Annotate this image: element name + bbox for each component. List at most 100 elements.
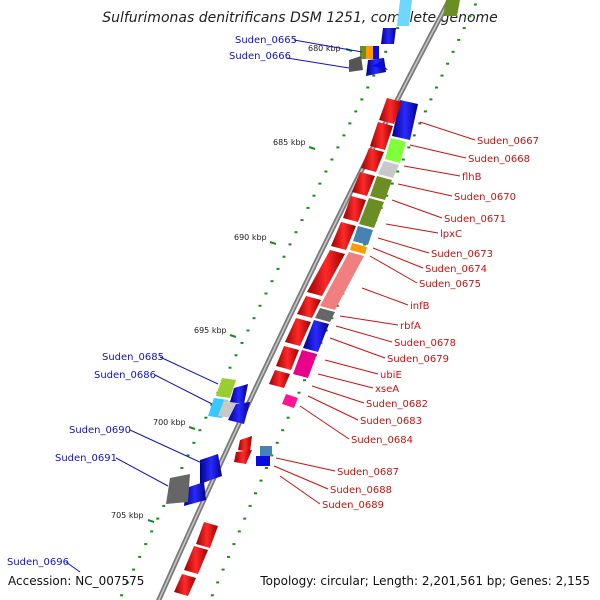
tick-mark xyxy=(264,292,268,295)
tick-mark xyxy=(457,38,461,41)
gene-feature xyxy=(343,196,366,222)
gene-label-right: Suden_0687 xyxy=(337,467,399,478)
tick-mark xyxy=(252,317,256,320)
tick-mark xyxy=(335,304,339,307)
gene-feature xyxy=(370,176,392,200)
accession-label: Accession: NC_007575 xyxy=(8,574,145,588)
gene-label-right: Suden_0675 xyxy=(419,279,481,290)
tick-mark xyxy=(228,366,232,369)
kbp-label: 695 kbp xyxy=(194,326,227,335)
tick-mark xyxy=(342,134,346,137)
genome-stats: Topology: circular; Length: 2,201,561 bp… xyxy=(260,574,590,588)
gene-label-right: Suden_0688 xyxy=(330,485,392,496)
tick-mark xyxy=(372,74,376,77)
gene-label-right: Suden_0668 xyxy=(468,154,530,165)
gene-label-left: Suden_0666 xyxy=(229,51,291,62)
gene-label-right: ubiE xyxy=(380,370,402,381)
tick-mark xyxy=(150,530,154,533)
tick-mark xyxy=(227,555,230,558)
gene-label-right: Suden_0689 xyxy=(322,500,384,511)
tick-mark xyxy=(221,568,225,571)
gene-feature xyxy=(443,0,460,16)
tick-mark xyxy=(435,86,438,89)
gene-label-left: Suden_0685 xyxy=(102,352,164,363)
tick-mark xyxy=(254,492,257,495)
tick-mark xyxy=(336,146,340,149)
tick-mark xyxy=(412,134,416,137)
tick-mark xyxy=(162,504,166,507)
tick-mark xyxy=(132,568,136,571)
tick-mark xyxy=(297,391,301,394)
tick-mark xyxy=(237,530,241,533)
kbp-label: 700 kbp xyxy=(153,418,186,427)
tick-mark xyxy=(138,555,142,558)
tick-mark xyxy=(300,219,304,222)
gene-feature xyxy=(315,308,335,322)
gene-feature xyxy=(166,474,190,504)
gene-feature xyxy=(297,296,321,318)
tick-mark xyxy=(429,98,433,101)
gene-feature xyxy=(196,522,218,548)
gene-feature xyxy=(293,350,317,378)
gene-feature xyxy=(276,346,299,370)
gene-feature xyxy=(350,243,367,254)
gene-label-right: Suden_0670 xyxy=(454,192,516,203)
gene-label-right: Suden_0671 xyxy=(444,214,506,225)
tick-mark xyxy=(270,280,274,283)
gene-feature xyxy=(256,456,270,466)
gene-feature xyxy=(320,252,364,310)
tick-mark xyxy=(451,50,455,53)
tick-mark xyxy=(294,231,298,234)
tick-mark xyxy=(312,194,316,197)
tick-mark xyxy=(462,27,466,30)
right-label-group: Suden_0667 Suden_0668 flhB Suden_0670 Su… xyxy=(273,121,539,511)
gene-feature xyxy=(360,46,368,59)
gene-feature xyxy=(282,394,298,408)
gene-label-right: infB xyxy=(410,301,430,312)
tick-mark xyxy=(243,517,247,520)
gene-label-left: Suden_0665 xyxy=(235,35,297,46)
gene-feature xyxy=(353,226,373,245)
tick-mark xyxy=(120,594,124,597)
tick-mark xyxy=(354,110,358,113)
tick-mark xyxy=(306,206,310,209)
tick-mark xyxy=(210,594,214,597)
tick-mark xyxy=(264,467,268,469)
gene-label-right: Suden_0673 xyxy=(431,249,493,260)
gene-feature xyxy=(238,436,252,452)
tick-mark xyxy=(286,416,290,419)
gene-feature xyxy=(373,46,379,59)
gene-label-left: Suden_0686 xyxy=(94,370,156,381)
gene-feature xyxy=(200,454,222,484)
gene-feature xyxy=(370,122,393,150)
tick-mark xyxy=(390,182,394,185)
tick-mark xyxy=(423,110,427,113)
gene-feature xyxy=(385,138,406,163)
tick-mark xyxy=(360,98,364,101)
gene-feature xyxy=(359,198,384,228)
tick-mark xyxy=(144,543,148,546)
tick-mark xyxy=(288,243,292,246)
gene-features xyxy=(166,0,460,596)
kbp-label: 680 kbp xyxy=(308,44,341,53)
kbp-label: 685 kbp xyxy=(273,138,306,147)
tick-mark xyxy=(303,379,306,382)
gene-feature xyxy=(269,370,290,388)
tick-mark xyxy=(198,429,202,432)
gene-feature xyxy=(260,446,272,456)
gene-feature xyxy=(184,546,208,574)
tick-mark xyxy=(246,329,250,332)
tick-mark xyxy=(446,62,450,65)
gene-feature xyxy=(372,62,388,70)
gene-label-right: lpxC xyxy=(440,229,462,240)
tick-mark xyxy=(240,341,244,344)
gene-feature xyxy=(349,56,363,72)
gene-label-right: flhB xyxy=(462,172,482,183)
tick-mark xyxy=(418,122,422,125)
tick-mark xyxy=(366,86,370,89)
gene-feature xyxy=(331,222,356,250)
gene-label-right: rbfA xyxy=(400,321,421,332)
gene-feature xyxy=(366,46,374,59)
tick-mark xyxy=(180,467,184,469)
tick-mark xyxy=(396,170,400,173)
